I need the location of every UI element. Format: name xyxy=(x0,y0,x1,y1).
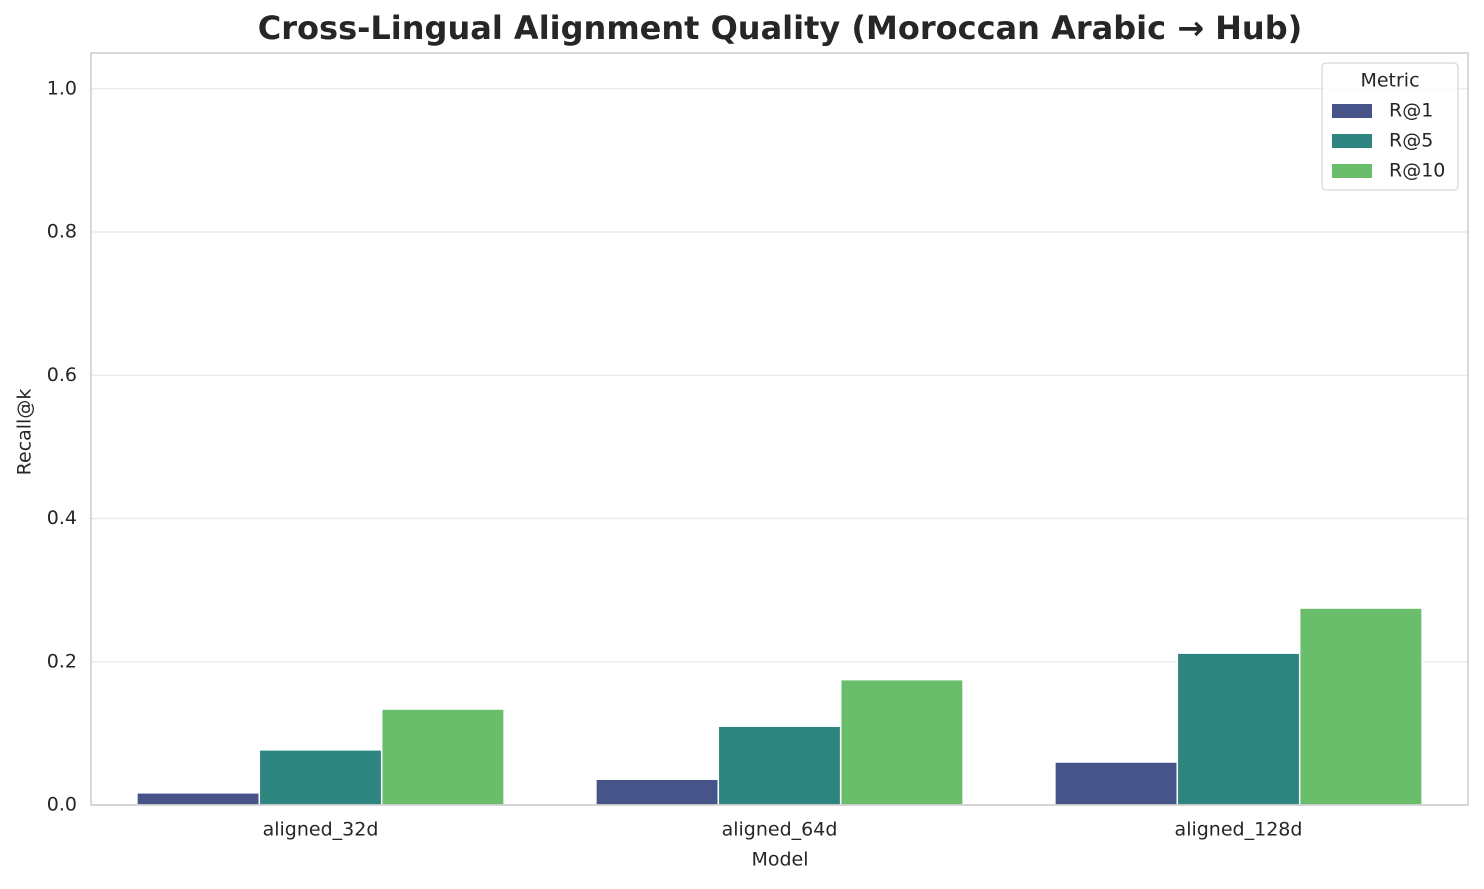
y-tick-label: 1.0 xyxy=(47,77,77,99)
x-axis-label: Model xyxy=(751,849,808,871)
bar xyxy=(258,749,383,806)
legend-label: R@1 xyxy=(1389,100,1433,122)
bar xyxy=(380,708,505,806)
legend-swatch xyxy=(1332,104,1372,118)
legend-box xyxy=(1321,62,1459,191)
x-tick-label: aligned_32d xyxy=(263,819,379,841)
y-tick-label: 0.2 xyxy=(47,650,77,672)
bar xyxy=(136,792,261,806)
y-axis-label: Recall@k xyxy=(14,389,36,476)
bar xyxy=(717,725,842,806)
bar xyxy=(1176,652,1301,806)
x-tick-label: aligned_64d xyxy=(722,819,838,841)
x-tick-label: aligned_128d xyxy=(1175,819,1303,841)
bar xyxy=(595,778,720,806)
legend-label: R@5 xyxy=(1389,130,1433,152)
legend-title: Metric xyxy=(1360,70,1419,92)
bar xyxy=(1298,607,1423,806)
bar xyxy=(1054,761,1179,806)
y-tick-label: 0.6 xyxy=(47,364,77,386)
legend-swatch xyxy=(1332,134,1372,148)
legend-swatch xyxy=(1332,164,1372,178)
plot-frame xyxy=(90,52,1469,806)
y-tick-label: 0.0 xyxy=(47,794,77,816)
y-tick-label: 0.8 xyxy=(47,221,77,243)
legend-label: R@10 xyxy=(1389,160,1445,182)
y-tick-label: 0.4 xyxy=(47,507,77,529)
bar xyxy=(839,678,964,806)
chart-title: Cross-Lingual Alignment Quality (Morocca… xyxy=(258,9,1302,47)
